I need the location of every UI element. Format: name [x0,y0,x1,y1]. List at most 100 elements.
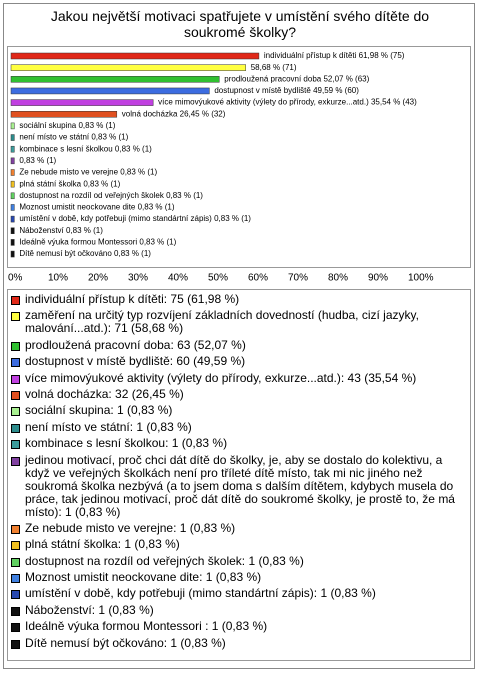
data-label: 58,68 % (71) [251,63,297,72]
legend-label: individuální přístup k dítěti: 75 (61,98… [25,292,240,306]
x-tick-label: 100% [408,273,434,284]
x-tick-label: 50% [208,273,228,284]
x-tick-label: 80% [328,273,348,284]
legend-swatch [11,557,20,567]
x-tick-label: 10% [48,273,68,284]
legend-swatch [11,407,20,417]
legend-label: více mimovýukové aktivity (výlety do pří… [25,370,417,385]
bar [10,157,15,165]
data-label: více mimovýukové aktivity (výlety do pří… [158,98,417,107]
bar [10,122,15,130]
data-label: Moznost umistit neockovane dite 0,83 % (… [19,203,175,212]
data-label: sociální skupina 0,83 % (1) [19,121,115,130]
legend-swatch [11,639,20,649]
legend-item: Ze nebude misto ve verejne: 1 (0,83 %) [11,520,466,535]
data-label: umístění v době, kdy potřebuji (mimo sta… [19,214,251,223]
legend-swatch [11,606,20,616]
data-label: dostupnost v místě bydliště 49,59 % (60) [214,86,359,95]
data-label: kombinace s lesní školkou 0,83 % (1) [19,144,152,153]
legend-swatch [11,440,20,450]
frame [3,3,475,669]
legend: individuální přístup k dítěti: 75 (61,98… [7,289,471,661]
bar [10,87,210,95]
bar [10,215,15,223]
bar [10,169,15,176]
legend-label: sociální skupina: 1 (0,83 %) [25,403,173,418]
bar [10,52,260,60]
legend-item: není místo ve státní: 1 (0,83 %) [11,419,466,434]
bar [10,76,220,83]
legend-swatch [11,456,20,466]
bar [10,111,118,118]
legend-swatch [11,312,20,322]
x-tick-label: 20% [88,273,108,284]
legend-swatch [11,296,20,305]
chart-title: Jakou největší motivaci spatřujete v umí… [50,8,430,40]
bar [10,180,15,188]
legend-item: volná docházka: 32 (26,45 %) [11,386,466,401]
data-label: individuální přístup k dítěti 61,98 % (7… [264,51,405,60]
legend-label: Náboženství: 1 (0,83 %) [25,602,154,617]
data-label: volná docházka 26,45 % (32) [122,109,226,118]
legend-swatch [11,574,20,584]
legend-label: Moznost umistit neockovane dite: 1 (0,83… [25,570,262,585]
legend-label: kombinace s lesní školkou: 1 (0,83 %) [25,436,228,451]
legend-label: není místo ve státní: 1 (0,83 %) [25,419,192,434]
legend-swatch [11,341,20,351]
x-tick-label: 0% [8,273,23,284]
legend-item: dostupnost na rozdíl od veřejných školek… [11,553,466,568]
legend-label: plná státní školka: 1 (0,83 %) [25,537,180,552]
legend-item: Náboženství: 1 (0,83 %) [11,602,466,617]
legend-swatch [11,390,20,400]
legend-item: plná státní školka: 1 (0,83 %) [11,538,466,551]
legend-swatch [11,623,20,633]
bar [10,64,246,71]
plot-box [7,46,471,268]
legend-item: umístění v době, kdy potřebuji (mimo sta… [11,587,466,600]
bar [10,145,15,153]
bar [10,134,15,141]
legend-label: jedinou motivací, proč chci dát dítě do … [25,452,455,519]
data-label: Dítě nemusí být očkováno 0,83 % (1) [19,249,151,258]
legend-label: dostupnost na rozdíl od veřejných školek… [25,553,304,568]
x-tick-label: 90% [368,273,388,284]
bar [10,227,15,234]
legend-item: sociální skupina: 1 (0,83 %) [11,404,466,417]
legend-item: zaměření na určitý typ rozvíjení základn… [11,309,466,335]
data-label: dostupnost na rozdíl od veřejných školek… [19,191,203,200]
data-label: 0,83 % (1) [19,156,56,165]
legend-label: volná docházka: 32 (26,45 %) [25,386,184,401]
legend-item: kombinace s lesní školkou: 1 (0,83 %) [11,437,466,450]
legend-item: Dítě nemusí být očkováno: 1 (0,83 %) [11,635,466,650]
data-label: není místo ve státní 0,83 % (1) [19,133,128,142]
x-tick-label: 40% [168,273,188,284]
legend-swatch [11,374,20,384]
data-label: Náboženství 0,83 % (1) [19,226,103,235]
legend-item: prodloužená pracovní doba: 63 (52,07 %) [11,338,466,352]
legend-label: Ideálně výuka formou Montessori : 1 (0,8… [25,619,268,634]
bar [10,250,15,258]
x-tick-label: 60% [248,273,268,284]
bar [10,239,15,246]
chart: 0% 10% 20% 30% 40% 50% 60% 70% 80% 90% 100% individ… [8,51,434,284]
legend-label: Ze nebude misto ve verejne: 1 (0,83 %) [25,520,236,535]
legend-label: Dítě nemusí být očkováno: 1 (0,83 %) [25,635,226,650]
legend-swatch [11,541,20,551]
legend-item: jedinou motivací, proč chci dát dítě do … [11,452,466,519]
legend-swatch [11,423,20,433]
legend-swatch [11,358,20,368]
legend-swatch [11,524,20,534]
legend-item: individuální přístup k dítěti: 75 (61,98… [11,293,466,306]
data-label: Ideálně výuka formou Montessori 0,83 % (… [19,238,176,247]
legend-item: Moznost umistit neockovane dite: 1 (0,83… [11,571,466,584]
data-label: prodloužená pracovní doba 52,07 % (63) [224,74,369,83]
legend-label: umístění v době, kdy potřebuji (mimo sta… [25,586,376,601]
x-tick-label: 30% [128,273,148,284]
bar [10,192,15,200]
legend-label: dostupnost v místě bydliště: 60 (49,59 %… [25,354,246,369]
legend-item: Ideálně výuka formou Montessori : 1 (0,8… [11,620,466,633]
legend-item: dostupnost v místě bydliště: 60 (49,59 %… [11,355,466,368]
bar [10,99,154,106]
bar [10,204,15,211]
